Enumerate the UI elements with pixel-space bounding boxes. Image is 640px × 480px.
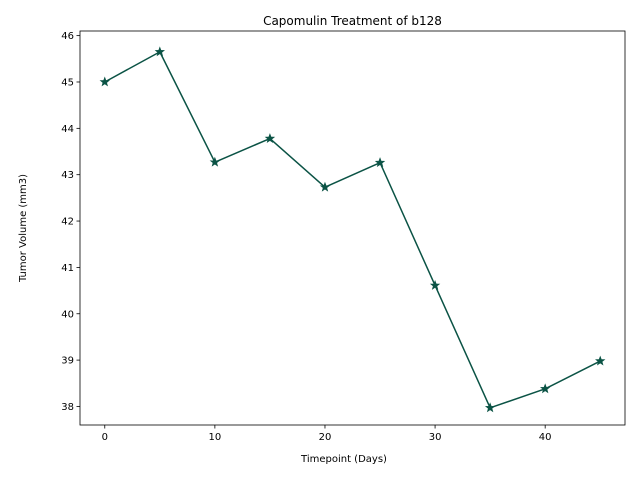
- y-axis-label: Tumor Volume (mm3): [18, 174, 29, 283]
- data-point: [539, 383, 551, 394]
- data-point: [154, 46, 166, 57]
- x-tick-label: 0: [102, 432, 108, 443]
- data-point: [374, 157, 386, 168]
- y-tick-label: 39: [61, 356, 74, 367]
- x-tick-label: 30: [429, 432, 442, 443]
- series-group: [99, 46, 606, 413]
- data-point: [209, 156, 221, 167]
- x-axis-label: Timepoint (Days): [300, 454, 387, 465]
- x-tick-label: 10: [209, 432, 222, 443]
- plot-area: [80, 31, 625, 425]
- y-tick-label: 40: [61, 309, 74, 320]
- y-tick-label: 45: [61, 77, 74, 88]
- data-point: [99, 76, 110, 87]
- data-point: [319, 181, 331, 192]
- x-axis-ticks: 0 10 20 30 40: [102, 425, 552, 443]
- data-point: [264, 133, 276, 143]
- y-tick-label: 44: [61, 124, 74, 135]
- x-tick-label: 20: [319, 432, 332, 443]
- y-tick-label: 38: [61, 402, 74, 413]
- y-tick-label: 42: [61, 217, 74, 228]
- series-line: [104, 51, 601, 409]
- x-tick-label: 40: [539, 432, 552, 443]
- data-point: [595, 355, 606, 366]
- y-tick-label: 46: [61, 31, 74, 42]
- data-point: [429, 280, 441, 290]
- y-tick-label: 43: [61, 170, 74, 181]
- y-axis-ticks: 38 39 40 41 42 43 44 45 46: [61, 31, 80, 413]
- chart-title: Capomulin Treatment of b128: [263, 14, 442, 28]
- y-tick-label: 41: [61, 263, 74, 274]
- plot-frame: [79, 30, 626, 426]
- data-point: [484, 402, 496, 413]
